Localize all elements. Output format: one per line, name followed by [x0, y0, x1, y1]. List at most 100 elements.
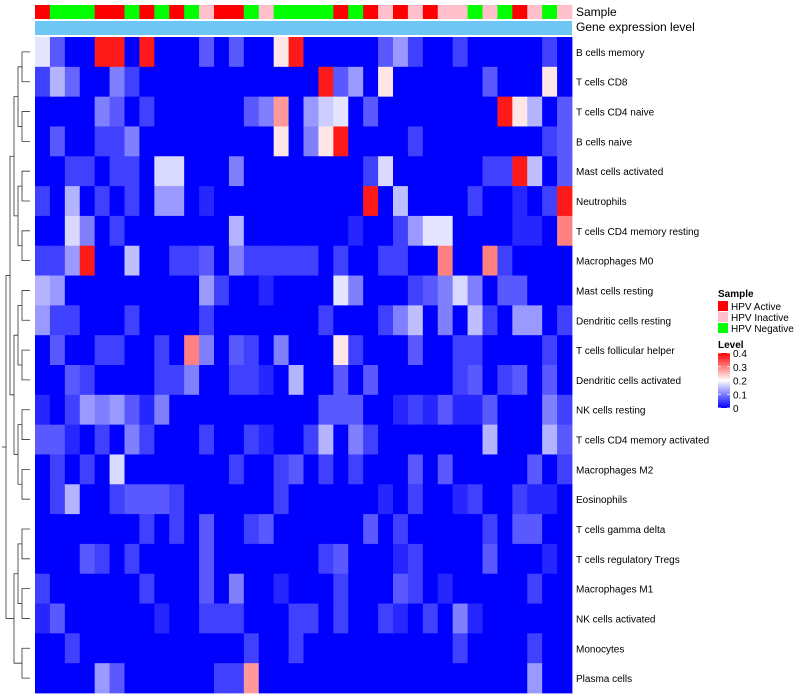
legend-tick-label: 0.2: [733, 377, 747, 388]
sample-annotation-cell: [318, 5, 334, 19]
heatmap-cell: [542, 245, 558, 276]
heatmap-cell: [557, 215, 573, 247]
heatmap-cell: [154, 514, 170, 545]
heatmap-cell: [243, 633, 260, 664]
heatmap-cell: [228, 454, 245, 485]
heatmap-cell: [497, 126, 513, 157]
heatmap-cell: [124, 424, 140, 455]
heatmap-cell: [542, 335, 558, 366]
heatmap-cell: [437, 275, 454, 306]
heatmap-cell: [228, 365, 245, 396]
heatmap-cell: [303, 245, 319, 276]
heatmap-cell: [378, 633, 394, 664]
heatmap-cell: [109, 305, 125, 336]
heatmap-cell: [452, 484, 468, 515]
heatmap-cell: [497, 514, 513, 545]
heatmap-cell: [407, 573, 424, 604]
heatmap-cell: [422, 215, 439, 247]
heatmap-cell: [139, 335, 155, 366]
heatmap-cell: [64, 603, 81, 634]
heatmap-cell: [94, 573, 110, 604]
heatmap-cell: [452, 245, 468, 276]
heatmap-cell: [452, 156, 468, 187]
heatmap-cell: [273, 66, 289, 98]
gene-expression-annotation-track: [35, 21, 572, 35]
heatmap-cell: [348, 126, 364, 157]
heatmap-cell: [184, 514, 200, 545]
heatmap-cell: [288, 424, 304, 455]
heatmap-cell: [542, 126, 558, 157]
heatmap-cell: [214, 663, 230, 694]
heatmap-cell: [407, 454, 424, 485]
heatmap-cell: [154, 484, 170, 515]
heatmap-cell: [124, 365, 140, 396]
heatmap-cell: [378, 365, 394, 396]
heatmap-cell: [333, 365, 349, 396]
heatmap-cell: [482, 37, 498, 68]
heatmap-cell: [303, 484, 319, 515]
heatmap-cell: [288, 454, 304, 485]
heatmap-cell: [35, 245, 51, 276]
heatmap-cell: [512, 126, 528, 157]
row-label: T cells gamma delta: [576, 525, 666, 536]
heatmap-cell: [199, 454, 215, 485]
sample-annotation-cell: [94, 5, 110, 19]
row-label: Dendritic cells resting: [576, 316, 671, 327]
heatmap-cell: [139, 454, 155, 485]
heatmap-cell: [79, 126, 96, 157]
legend-tick-label: 0.3: [733, 363, 747, 374]
dendrogram-branch: [17, 66, 22, 127]
heatmap-cell: [169, 603, 185, 634]
heatmap-cell: [273, 365, 289, 396]
heatmap-cell: [557, 66, 573, 98]
heatmap-cell: [348, 424, 364, 455]
heatmap-cell: [333, 663, 349, 694]
heatmap-cell: [467, 603, 483, 634]
heatmap-cell: [184, 454, 200, 485]
heatmap-cell: [139, 126, 155, 157]
heatmap-cell: [452, 573, 468, 604]
row-label: Mast cells activated: [576, 167, 663, 178]
sample-annotation-cell: [422, 5, 439, 19]
heatmap-cell: [482, 514, 498, 545]
heatmap-cell: [333, 305, 349, 336]
heatmap-cell: [184, 335, 200, 366]
heatmap-cell: [79, 37, 96, 68]
heatmap-cell: [437, 603, 454, 634]
heatmap-cell: [154, 663, 170, 694]
heatmap-cell: [527, 126, 543, 157]
heatmap-cell: [527, 96, 543, 127]
heatmap-cell: [378, 245, 394, 276]
heatmap-cell: [422, 305, 439, 336]
heatmap-cell: [318, 573, 334, 604]
heatmap-cell: [482, 573, 498, 604]
heatmap-cell: [124, 603, 140, 634]
heatmap-cell: [184, 37, 200, 68]
heatmap-cell: [94, 215, 110, 247]
sample-annotation-cell: [49, 5, 66, 19]
heatmap-cell: [348, 484, 364, 515]
heatmap-cell: [109, 573, 125, 604]
heatmap-cell: [199, 335, 215, 366]
heatmap-cell: [199, 424, 215, 455]
heatmap-cell: [363, 305, 379, 336]
heatmap-cell: [64, 335, 81, 366]
heatmap-cell: [318, 245, 334, 276]
heatmap-cell: [228, 394, 245, 426]
heatmap-cell: [482, 365, 498, 396]
dendrogram-branch: [9, 155, 14, 396]
heatmap-cell: [333, 245, 349, 276]
heatmap-cell: [467, 126, 483, 157]
heatmap-cell: [557, 186, 573, 217]
heatmap-cell: [243, 245, 260, 276]
heatmap-cell: [94, 454, 110, 485]
heatmap-cell: [243, 126, 260, 157]
heatmap-cell: [557, 335, 573, 366]
heatmap-cell: [64, 514, 81, 545]
heatmap-cell: [303, 275, 319, 306]
heatmap-cell: [214, 394, 230, 426]
heatmap-cell: [288, 543, 304, 575]
heatmap-cell: [273, 514, 289, 545]
heatmap-cell: [49, 186, 66, 217]
heatmap-cell: [199, 305, 215, 336]
